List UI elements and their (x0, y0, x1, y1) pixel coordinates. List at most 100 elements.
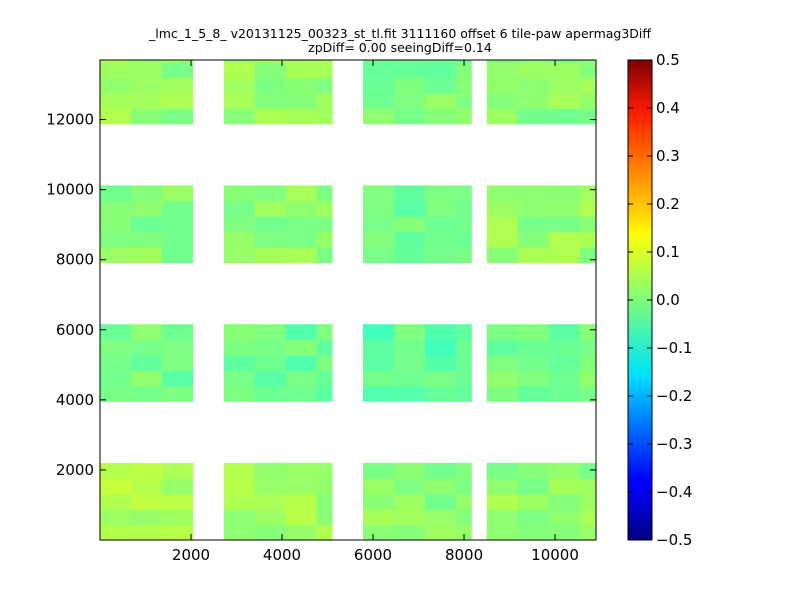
heatmap-cell (223, 324, 256, 341)
heatmap-cell (548, 231, 581, 248)
colorbar-tick-label: 0.4 (656, 99, 680, 117)
heatmap-cell (393, 462, 426, 479)
heatmap-cell (254, 60, 287, 63)
y-tick-label: 2000 (56, 461, 94, 479)
heatmap-cell (424, 385, 457, 402)
y-tick-label: 10000 (46, 181, 94, 199)
heatmap-cell (130, 524, 163, 540)
heatmap-cell (100, 509, 132, 526)
heatmap-cell (363, 509, 395, 526)
heatmap-cell (579, 108, 596, 125)
heatmap-cell (579, 77, 596, 94)
heatmap-cell (223, 478, 256, 495)
heatmap-cell (223, 108, 256, 125)
heatmap-cell (393, 247, 426, 264)
heatmap-cell (254, 77, 287, 94)
heatmap-cell (548, 478, 581, 495)
heatmap-cell (316, 509, 333, 526)
heatmap-cell (517, 108, 550, 125)
colorbar-tick-label: −0.2 (656, 387, 692, 405)
heatmap-cell (363, 524, 395, 540)
heatmap-cell (486, 231, 519, 248)
heatmap-cell (393, 324, 426, 341)
heatmap-cell (285, 200, 318, 217)
heatmap-cell (100, 370, 132, 387)
heatmap-cell (130, 462, 163, 479)
heatmap-cell (223, 77, 256, 94)
heatmap-cell (130, 339, 163, 356)
heatmap-cell (316, 478, 333, 495)
heatmap-cell (548, 324, 581, 341)
heatmap-cell (517, 60, 550, 63)
heatmap-cell (455, 355, 472, 371)
heatmap-cell (548, 355, 581, 371)
heatmap-cell (548, 462, 581, 479)
heatmap-cell (455, 200, 472, 217)
colorbar-axis: 0.5 0.4 0.3 0.2 0.1 0.0 −0.1 −0.2 −0.3 −0.4 −0.5 (628, 51, 692, 549)
x-tick-label: 2000 (172, 546, 210, 564)
heatmap-cell (130, 62, 163, 79)
chart-subtitle: zpDiff= 0.00 seeingDiff=0.14 (308, 40, 492, 55)
heatmap-cell (316, 77, 333, 94)
y-tick-label: 6000 (56, 321, 94, 339)
heatmap-cell (316, 370, 333, 387)
heatmap-cell (285, 92, 318, 109)
heatmap-cell (130, 478, 163, 495)
heatmap-cell (285, 478, 318, 495)
heatmap-cell (548, 385, 581, 402)
heatmap-cell (100, 92, 132, 109)
heatmap-cell (223, 509, 256, 526)
heatmap-cell (130, 247, 163, 264)
heatmap-cell (455, 92, 472, 109)
heatmap-cell (517, 324, 550, 341)
heatmap-cell (254, 185, 287, 202)
heatmap-cell (424, 478, 457, 495)
plot-frame (99, 59, 597, 541)
heatmap-cell (161, 478, 194, 495)
heatmap-cell (424, 247, 457, 264)
heatmap-cell (223, 60, 256, 63)
heatmap-cell (424, 77, 457, 94)
heatmap-cell (424, 231, 457, 248)
heatmap-cell (285, 385, 318, 402)
heatmap-cell (363, 185, 395, 202)
heatmap-cell (316, 385, 333, 402)
heatmap-cell (517, 355, 550, 371)
heatmap-cell (285, 355, 318, 371)
heatmap-cell (363, 355, 395, 371)
heatmap-cell (161, 370, 194, 387)
heatmap-cell (285, 62, 318, 79)
heatmap-cell (393, 478, 426, 495)
heatmap-cell (161, 324, 194, 341)
heatmap-cell (223, 370, 256, 387)
heatmap-cell (161, 339, 194, 356)
x-tick-label: 6000 (354, 546, 392, 564)
heatmap-cell (254, 339, 287, 356)
heatmap-cell (424, 216, 457, 233)
heatmap-cell (285, 524, 318, 540)
heatmap-cell (100, 324, 132, 341)
heatmap-cell (316, 462, 333, 479)
heatmap-cell (161, 62, 194, 79)
y-tick-label: 8000 (56, 251, 94, 269)
heatmap-cell (316, 216, 333, 233)
heatmap-cell (285, 339, 318, 356)
heatmap-cell (254, 200, 287, 217)
heatmap-cell (517, 462, 550, 479)
heatmap-cell (424, 62, 457, 79)
heatmap-cell (455, 108, 472, 125)
heatmap-cell (455, 324, 472, 341)
heatmap-cell (161, 509, 194, 526)
heatmap-cell (486, 60, 519, 63)
heatmap-cell (161, 385, 194, 402)
colorbar-tick-label: 0.3 (656, 147, 680, 165)
heatmap-cell (486, 200, 519, 217)
heatmap-cell (424, 493, 457, 510)
heatmap-cell (363, 200, 395, 217)
heatmap-cell (548, 185, 581, 202)
heatmap-cell (548, 77, 581, 94)
heatmap-cell (130, 216, 163, 233)
heatmap-cell (130, 493, 163, 510)
heatmap-cell (254, 62, 287, 79)
